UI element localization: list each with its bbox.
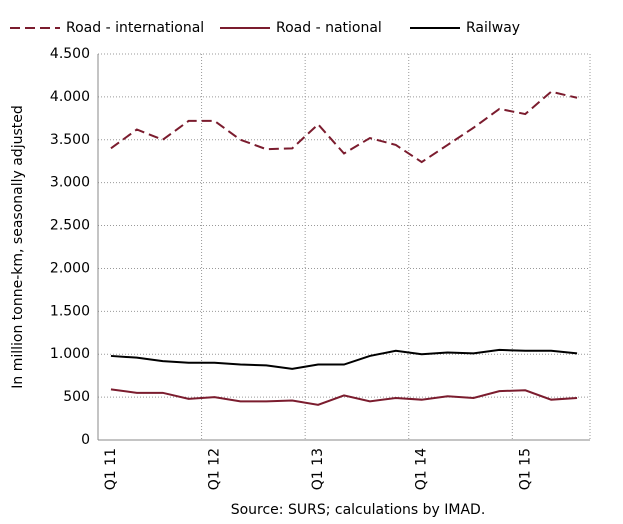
y-tick-label: 1.500 bbox=[50, 303, 90, 319]
x-tick-label: Q1 13 bbox=[310, 448, 326, 490]
y-tick-label: 1.000 bbox=[50, 346, 90, 362]
y-tick-label: 2.000 bbox=[50, 260, 90, 276]
legend-label: Railway bbox=[466, 20, 520, 36]
legend-label: Road - national bbox=[276, 20, 382, 36]
legend-label: Road - international bbox=[66, 20, 204, 36]
y-tick-label: 4.000 bbox=[50, 89, 90, 105]
y-tick-label: 3.500 bbox=[50, 132, 90, 148]
series-line bbox=[110, 388, 578, 406]
x-tick-label: Q1 14 bbox=[414, 448, 430, 490]
y-tick-label: 4.500 bbox=[50, 46, 90, 62]
x-tick-label: Q1 12 bbox=[207, 448, 223, 490]
y-tick-label: 500 bbox=[63, 389, 90, 405]
y-tick-label: 3.000 bbox=[50, 175, 90, 191]
y-tick-label: 2.500 bbox=[50, 218, 90, 234]
y-tick-label: 0 bbox=[81, 432, 90, 448]
x-tick-label: Q1 11 bbox=[103, 448, 119, 490]
x-tick-label: Q1 15 bbox=[517, 448, 533, 490]
series-line bbox=[110, 348, 578, 370]
y-axis-label: In million tonne-km, seasonally adjusted bbox=[10, 105, 26, 388]
source-note: Source: SURS; calculations by IMAD. bbox=[231, 502, 486, 518]
series-line bbox=[110, 90, 578, 164]
